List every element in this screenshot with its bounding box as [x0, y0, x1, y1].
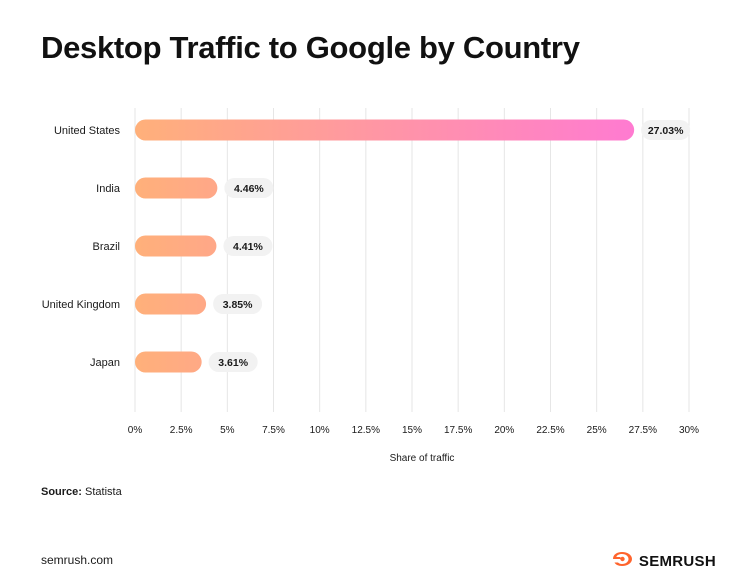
- x-tick-label: 10%: [310, 425, 330, 436]
- category-label: United States: [54, 125, 121, 137]
- category-labels: United States India Brazil United Kingdom Ja…: [42, 125, 121, 369]
- value-label: 4.41%: [233, 241, 263, 253]
- footer-site-url: semrush.com: [41, 553, 114, 567]
- x-tick-label: 27.5%: [629, 425, 657, 436]
- bar: [135, 351, 202, 373]
- x-tick-label: 22.5%: [536, 425, 564, 436]
- chart-title: Desktop Traffic to Google by Country: [41, 30, 580, 65]
- x-tick-label: 0%: [128, 425, 143, 436]
- category-label: India: [96, 183, 121, 195]
- bar: [135, 235, 217, 257]
- source-value: Statista: [85, 486, 122, 498]
- bars: [135, 119, 635, 373]
- bar: [135, 119, 635, 141]
- x-tick-label: 7.5%: [262, 425, 285, 436]
- x-tick-label: 25%: [587, 425, 607, 436]
- x-tick-label: 30%: [679, 425, 699, 436]
- category-label: Japan: [90, 357, 120, 369]
- x-tick-label: 2.5%: [170, 425, 193, 436]
- value-label: 4.46%: [234, 183, 264, 195]
- category-label: Brazil: [92, 241, 120, 253]
- source-note: Source: Statista: [41, 486, 122, 498]
- value-label: 3.61%: [218, 357, 248, 369]
- bar: [135, 177, 218, 199]
- value-label-bg: [223, 236, 273, 256]
- x-tick-label: 17.5%: [444, 425, 472, 436]
- bar: [135, 293, 207, 315]
- x-axis-label: Share of traffic: [390, 453, 455, 464]
- x-tick-label: 12.5%: [352, 425, 380, 436]
- x-axis-ticks: 0% 2.5% 5% 7.5% 10% 12.5% 15% 17.5% 20% 22.5% 25% 2…: [128, 425, 699, 436]
- x-tick-label: 5%: [220, 425, 235, 436]
- x-tick-label: 15%: [402, 425, 422, 436]
- semrush-fire-icon: [612, 551, 634, 572]
- value-label: 27.03%: [648, 125, 684, 137]
- value-labels: 27.03% 4.46% 4.41% 3.85% 3.61%: [208, 120, 691, 372]
- source-label: Source:: [41, 486, 82, 498]
- value-label-bg: [213, 294, 263, 314]
- bar-chart: United States India Brazil United Kingdom Ja…: [42, 108, 699, 464]
- category-label: United Kingdom: [42, 299, 120, 311]
- value-label-bg: [208, 352, 258, 372]
- value-label-bg: [641, 120, 691, 140]
- grid-lines: [134, 108, 690, 412]
- value-label: 3.85%: [223, 299, 253, 311]
- brand-logo: SEMRUSH: [612, 551, 716, 572]
- value-label-bg: [224, 178, 274, 198]
- brand-name: SEMRUSH: [638, 553, 716, 570]
- x-tick-label: 20%: [494, 425, 514, 436]
